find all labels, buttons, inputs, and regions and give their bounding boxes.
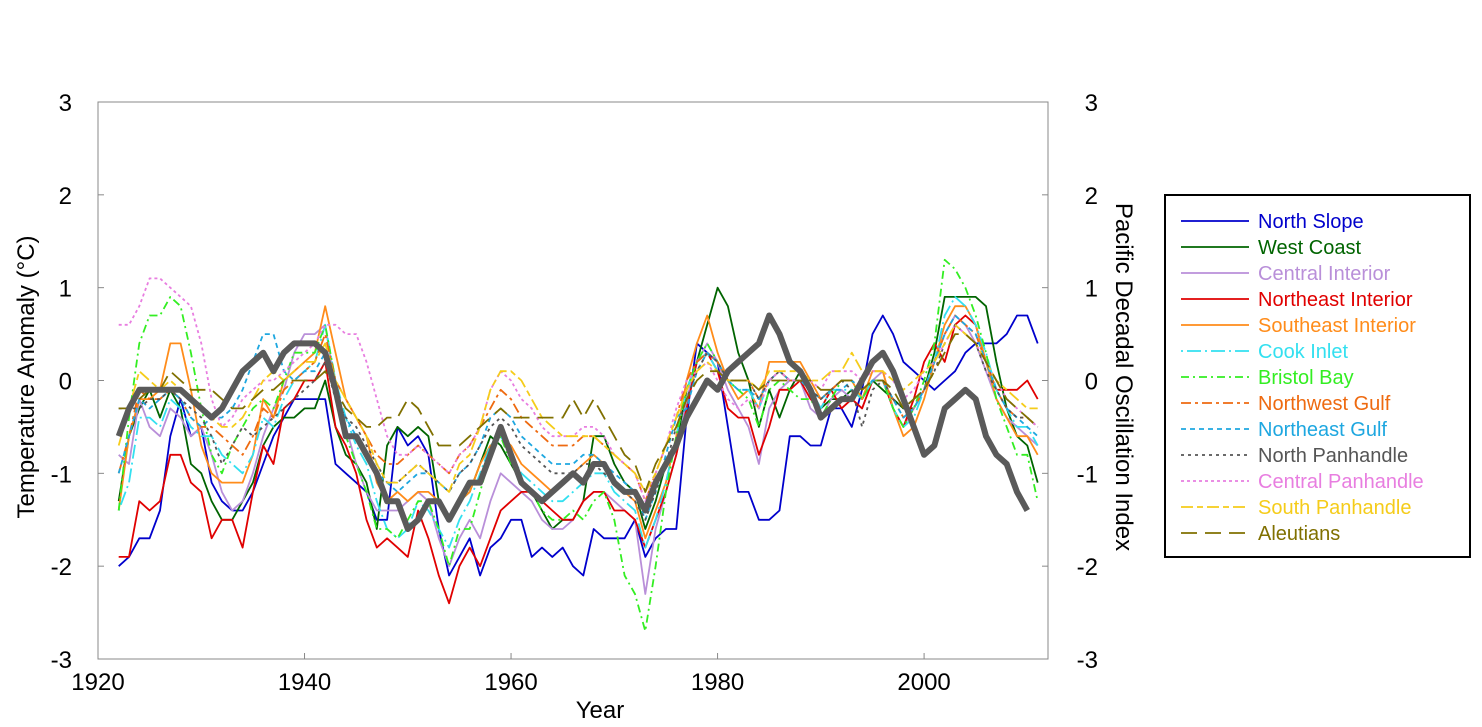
series-line-bristol-bay	[117, 258, 1039, 632]
series-line-north-slope	[118, 314, 1039, 577]
legend-label: North Slope	[1258, 211, 1364, 233]
legend-label: Central Panhandle	[1258, 471, 1424, 493]
y-tick-label: 1	[59, 276, 72, 303]
y-tick-label: 2	[59, 183, 72, 210]
legend-box	[1164, 194, 1471, 558]
legend-label: Northwest Gulf	[1258, 393, 1391, 415]
series-line-pdo	[115, 312, 1030, 532]
y2-tick-label: 3	[1085, 90, 1098, 117]
legend-label: Cook Inlet	[1258, 341, 1348, 363]
x-axis: 1920 1940 1960 1980 2000	[71, 653, 951, 696]
series-line-northeast-gulf	[117, 314, 1039, 521]
legend-label: Northeast Interior	[1258, 289, 1413, 311]
y2-tick-label: -1	[1077, 461, 1098, 488]
x-tick-label: 1980	[691, 669, 744, 696]
series-line-southeast-interior	[117, 305, 1039, 540]
x-axis-label: Year	[576, 697, 625, 724]
y-tick-label: 0	[59, 369, 72, 396]
x-tick-label: 1940	[278, 669, 331, 696]
y2-tick-label: 0	[1085, 369, 1098, 396]
series-layer	[115, 258, 1039, 632]
x-tick-label: 2000	[897, 669, 950, 696]
legend-label: Northeast Gulf	[1258, 419, 1387, 441]
y2-tick-label: -3	[1077, 647, 1098, 674]
series-line-northwest-gulf	[117, 314, 1039, 503]
legend: North Slope West Coast Central Interior Nor…	[1164, 194, 1471, 558]
legend-label: North Panhandle	[1258, 445, 1408, 467]
legend-label: South Panhandle	[1258, 497, 1411, 519]
legend-label: Central Interior	[1258, 263, 1391, 285]
y-tick-label: -3	[51, 647, 72, 674]
y2-axis-label: Pacific Decadal Oscillation Index	[1110, 203, 1137, 551]
legend-label: Bristol Bay	[1258, 367, 1354, 389]
y-tick-label: 3	[59, 90, 72, 117]
legend-label: Aleutians	[1258, 523, 1340, 545]
y-axis-left: -3 -2 -1 0 1 2 3	[51, 90, 104, 674]
x-tick-label: 1920	[71, 669, 124, 696]
y-axis-right: -3 -2 -1 0 1 2 3	[1042, 90, 1098, 674]
y2-tick-label: 2	[1085, 183, 1098, 210]
series-line-north-panhandle	[118, 323, 1039, 521]
y-axis-label: Temperature Anomaly (°C)	[13, 235, 40, 518]
y2-tick-label: 1	[1085, 276, 1098, 303]
y-tick-label: -2	[51, 554, 72, 581]
legend-label: West Coast	[1258, 237, 1361, 259]
y2-tick-label: -2	[1077, 554, 1098, 581]
series-line-aleutians	[118, 333, 1039, 493]
y-tick-label: -1	[51, 461, 72, 488]
x-tick-label: 1960	[484, 669, 537, 696]
legend-label: Southeast Interior	[1258, 315, 1416, 337]
